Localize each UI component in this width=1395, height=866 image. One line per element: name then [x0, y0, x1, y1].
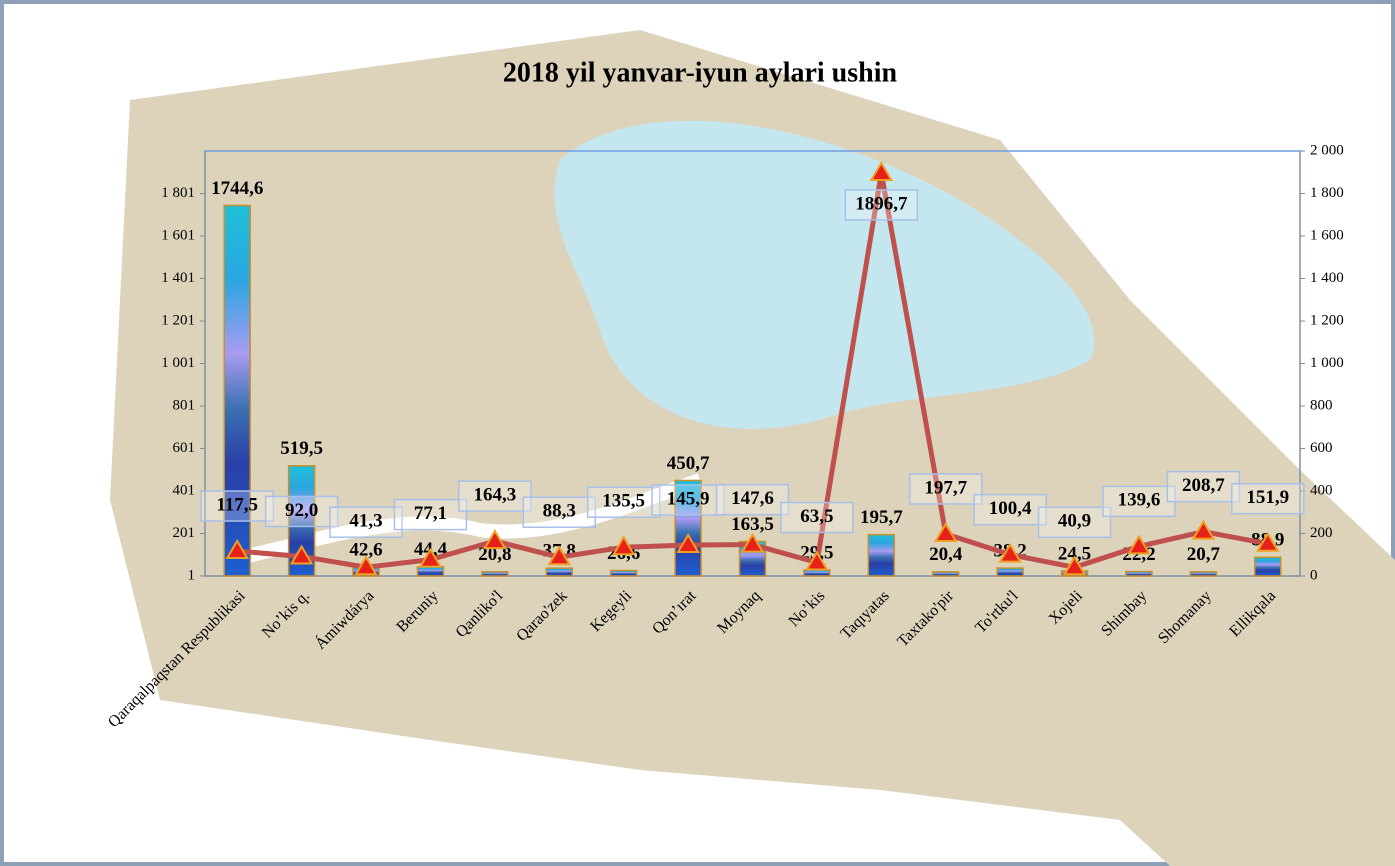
- line-value-label: 197,7: [924, 477, 967, 498]
- chart-title: 2018 yil yanvar-iyun aylari ushin: [503, 57, 898, 88]
- bar-value-label: 163,5: [731, 514, 774, 535]
- line-value-label: 100,4: [989, 498, 1032, 519]
- y-tick-label: 1: [188, 567, 196, 583]
- y-tick-label: 801: [173, 397, 196, 413]
- bar-value-label: 42,6: [349, 540, 382, 561]
- line-value-label: 139,6: [1118, 490, 1161, 511]
- line-value-label: 63,5: [800, 506, 833, 527]
- line-value-label: 40,9: [1058, 511, 1091, 532]
- bar: [1125, 570, 1153, 577]
- map-land: [110, 30, 1395, 866]
- y2-tick-label: 200: [1310, 525, 1333, 541]
- line-marker: [1256, 531, 1280, 552]
- y2-tick-label: 1 600: [1310, 227, 1344, 243]
- line-value-label: 117,5: [216, 494, 258, 515]
- line-label-box: [1231, 482, 1305, 515]
- line-marker: [225, 539, 249, 560]
- y-tick-label: 1 201: [161, 312, 195, 328]
- bar: [674, 479, 702, 577]
- bar: [1254, 556, 1282, 577]
- line-marker: [1127, 534, 1151, 555]
- line-marker: [805, 550, 829, 571]
- line-marker: [1062, 555, 1087, 576]
- line-marker: [547, 545, 572, 566]
- y2-tick-label: 0: [1310, 567, 1318, 583]
- line-label-box: [973, 493, 1047, 526]
- line-marker: [289, 544, 314, 565]
- y-tick-label: 1 601: [161, 227, 195, 243]
- y2-tick-label: 1 000: [1310, 355, 1344, 371]
- line-label-box: [651, 484, 725, 516]
- y2-tick-label: 600: [1310, 440, 1333, 456]
- line-label-box: [393, 498, 468, 531]
- map-water: [554, 120, 1095, 429]
- bar: [867, 533, 896, 577]
- line-value-label: 77,1: [414, 503, 447, 524]
- bar: [996, 567, 1024, 577]
- line-label-box: [715, 483, 790, 516]
- line-label-box: [329, 506, 403, 538]
- y-tick-label: 201: [173, 525, 196, 541]
- line-value-label: 147,6: [731, 488, 774, 509]
- y2-tick-label: 2 000: [1310, 142, 1344, 158]
- y-tick-label: 1 401: [161, 270, 195, 286]
- y-tick-label: 1 001: [161, 355, 195, 371]
- bar: [803, 569, 831, 577]
- line-marker: [1191, 519, 1216, 540]
- line-marker: [998, 542, 1022, 563]
- bar-value-label: 20,8: [478, 544, 511, 565]
- bar: [416, 566, 445, 577]
- line-marker: [740, 532, 765, 553]
- line-label-box: [1037, 506, 1112, 539]
- y2-tick-label: 800: [1310, 397, 1333, 413]
- line-marker: [869, 160, 894, 181]
- bar: [931, 571, 960, 577]
- line-label-box: [264, 495, 339, 528]
- bar-value-label: 195,7: [860, 507, 903, 528]
- line-value-label: 41,3: [349, 511, 382, 532]
- bar-value-label: 20,7: [1187, 544, 1221, 565]
- line-value-label: 145,9: [667, 488, 710, 509]
- line-value-label: 1896,7: [855, 193, 908, 214]
- bar-value-label: 1744,6: [211, 178, 263, 199]
- line-marker: [354, 555, 378, 576]
- line-label-box: [458, 480, 532, 512]
- line-label-box: [908, 473, 983, 505]
- bar: [223, 204, 251, 577]
- line-label-box: [1166, 470, 1241, 503]
- line-marker: [611, 535, 636, 556]
- line-value-label: 151,9: [1246, 487, 1289, 508]
- line-label-box: [844, 189, 919, 221]
- bar: [1189, 571, 1218, 577]
- y-tick-label: 401: [173, 482, 196, 498]
- line-value-label: 92,0: [285, 500, 318, 521]
- bar: [609, 569, 638, 577]
- y2-tick-label: 1 800: [1310, 185, 1344, 201]
- y2-tick-label: 400: [1310, 482, 1333, 498]
- line-marker: [483, 529, 507, 550]
- bar-value-label: 519,5: [280, 438, 323, 459]
- line-label-box: [200, 490, 274, 522]
- line-label-box: [780, 501, 854, 534]
- bar-value-label: 24,5: [1058, 543, 1091, 564]
- y-tick-label: 1 801: [161, 185, 195, 201]
- y2-tick-label: 1 200: [1310, 312, 1344, 328]
- bar-value-label: 20,4: [929, 544, 963, 565]
- line-value-label: 208,7: [1182, 475, 1225, 496]
- line-value-label: 164,3: [473, 484, 516, 505]
- line-label-box: [586, 486, 661, 518]
- line-marker: [933, 522, 958, 542]
- line-marker: [676, 533, 700, 553]
- line-marker: [418, 547, 443, 568]
- y2-tick-label: 1 400: [1310, 270, 1344, 286]
- bar-value-label: 450,7: [667, 453, 710, 474]
- line-value-label: 88,3: [543, 501, 576, 522]
- bar: [481, 571, 509, 577]
- line-label-box: [1102, 485, 1176, 518]
- bar: [545, 567, 574, 577]
- y-tick-label: 601: [173, 440, 196, 456]
- line-value-label: 135,5: [602, 491, 645, 512]
- line-label-box: [522, 496, 597, 528]
